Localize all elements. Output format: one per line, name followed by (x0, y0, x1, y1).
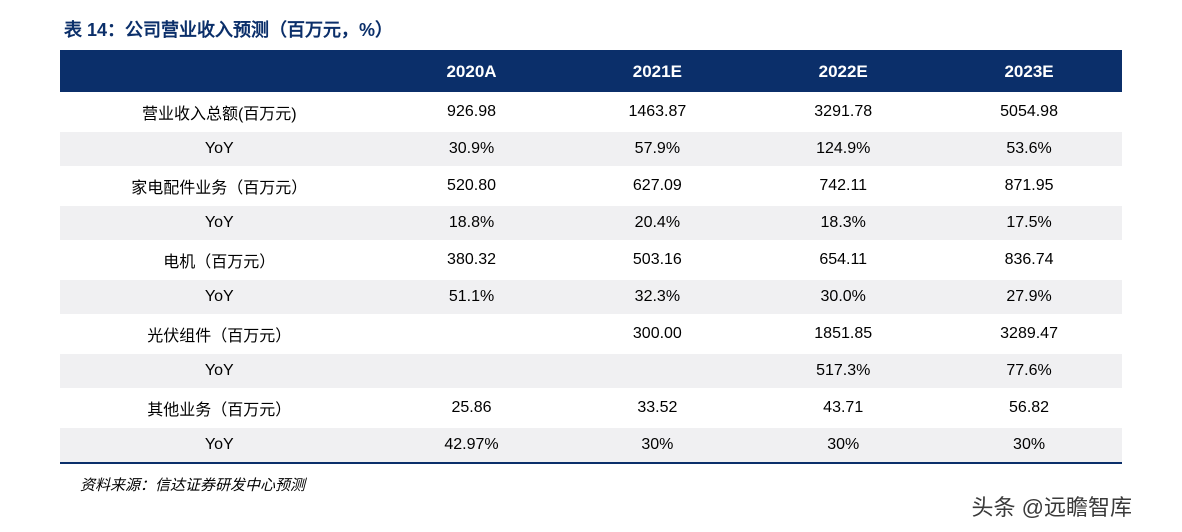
table-cell: YoY (60, 132, 379, 166)
table-cell: 77.6% (936, 354, 1122, 388)
table-cell: 517.3% (750, 354, 936, 388)
table-cell: 33.52 (564, 388, 750, 428)
table-cell: 电机（百万元） (60, 240, 379, 280)
table-cell: 17.5% (936, 206, 1122, 240)
table-cell: 25.86 (379, 388, 565, 428)
table-cell: 30.9% (379, 132, 565, 166)
table-cell: 520.80 (379, 166, 565, 206)
table-cell: 27.9% (936, 280, 1122, 314)
table-cell: 1463.87 (564, 92, 750, 132)
revenue-forecast-table: 2020A 2021E 2022E 2023E 营业收入总额(百万元)926.9… (60, 50, 1122, 464)
table-row: YoY51.1%32.3%30.0%27.9% (60, 280, 1122, 314)
table-cell: 32.3% (564, 280, 750, 314)
table-cell: 57.9% (564, 132, 750, 166)
table-row: YoY18.8%20.4%18.3%17.5% (60, 206, 1122, 240)
table-cell: 742.11 (750, 166, 936, 206)
table-cell: 300.00 (564, 314, 750, 354)
table-cell: 3291.78 (750, 92, 936, 132)
table-cell: 43.71 (750, 388, 936, 428)
header-cell: 2022E (750, 51, 936, 92)
table-row: 营业收入总额(百万元)926.981463.873291.785054.98 (60, 92, 1122, 132)
table-cell: 124.9% (750, 132, 936, 166)
table-cell (379, 314, 565, 354)
header-cell (60, 51, 379, 92)
table-cell: 30.0% (750, 280, 936, 314)
header-cell: 2020A (379, 51, 565, 92)
table-cell: 18.3% (750, 206, 936, 240)
table-cell: 3289.47 (936, 314, 1122, 354)
table-cell: 926.98 (379, 92, 565, 132)
header-cell: 2021E (564, 51, 750, 92)
table-cell: 30% (936, 428, 1122, 463)
table-cell: 654.11 (750, 240, 936, 280)
table-cell (379, 354, 565, 388)
table-cell: 380.32 (379, 240, 565, 280)
table-cell: 光伏组件（百万元） (60, 314, 379, 354)
table-cell: 5054.98 (936, 92, 1122, 132)
table-cell: 56.82 (936, 388, 1122, 428)
table-cell: 42.97% (379, 428, 565, 463)
table-row: 光伏组件（百万元） 300.001851.853289.47 (60, 314, 1122, 354)
table-cell: YoY (60, 354, 379, 388)
table-row: YoY42.97%30%30%30% (60, 428, 1122, 463)
table-row: 家电配件业务（百万元）520.80627.09742.11871.95 (60, 166, 1122, 206)
table-cell: 871.95 (936, 166, 1122, 206)
table-cell: 1851.85 (750, 314, 936, 354)
table-cell: 家电配件业务（百万元） (60, 166, 379, 206)
table-cell: 30% (750, 428, 936, 463)
table-cell: 503.16 (564, 240, 750, 280)
table-cell: 营业收入总额(百万元) (60, 92, 379, 132)
table-cell: 20.4% (564, 206, 750, 240)
table-cell: 18.8% (379, 206, 565, 240)
table-row: 电机（百万元）380.32503.16654.11836.74 (60, 240, 1122, 280)
table-cell: YoY (60, 206, 379, 240)
table-row: YoY30.9%57.9%124.9%53.6% (60, 132, 1122, 166)
table-cell: YoY (60, 280, 379, 314)
table-row: YoY 517.3%77.6% (60, 354, 1122, 388)
table-cell: 51.1% (379, 280, 565, 314)
table-body: 营业收入总额(百万元)926.981463.873291.785054.98Yo… (60, 92, 1122, 463)
table-row: 其他业务（百万元）25.8633.5243.7156.82 (60, 388, 1122, 428)
table-cell (564, 354, 750, 388)
watermark: 头条 @远瞻智库 (972, 490, 1132, 522)
table-cell: 其他业务（百万元） (60, 388, 379, 428)
table-cell: 836.74 (936, 240, 1122, 280)
header-cell: 2023E (936, 51, 1122, 92)
table-cell: 53.6% (936, 132, 1122, 166)
table-cell: YoY (60, 428, 379, 463)
table-cell: 30% (564, 428, 750, 463)
table-header-row: 2020A 2021E 2022E 2023E (60, 51, 1122, 92)
data-source: 资料来源：信达证券研发中心预测 (60, 474, 1122, 495)
table-cell: 627.09 (564, 166, 750, 206)
table-title: 表 14：公司营业收入预测（百万元，%） (60, 16, 1122, 42)
